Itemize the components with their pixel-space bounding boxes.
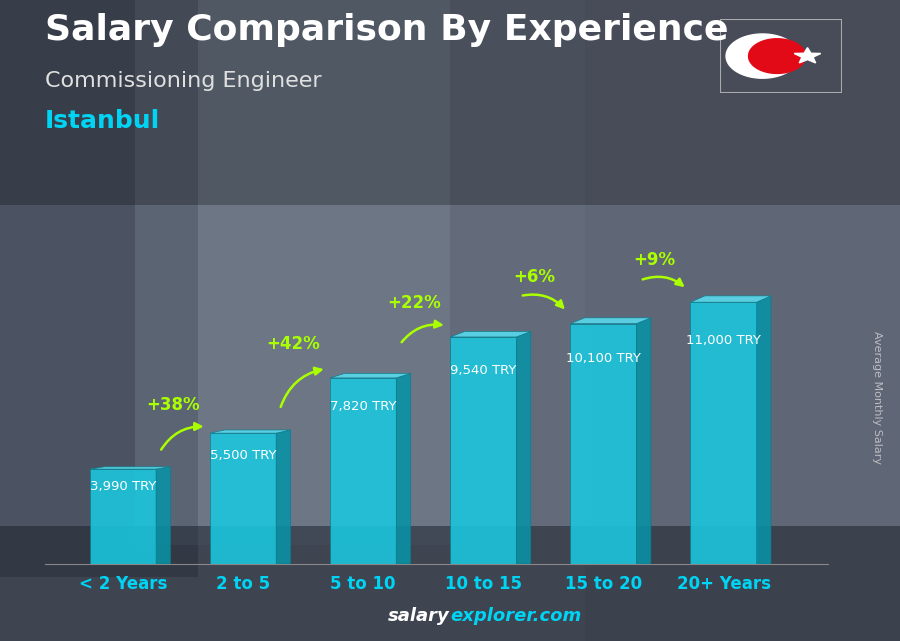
Bar xyxy=(0,0,900,205)
Polygon shape xyxy=(517,331,531,564)
Polygon shape xyxy=(690,296,771,302)
Bar xyxy=(585,0,900,641)
Polygon shape xyxy=(90,467,170,469)
Polygon shape xyxy=(749,38,806,74)
Polygon shape xyxy=(450,337,517,564)
Polygon shape xyxy=(690,302,757,564)
Text: 10,100 TRY: 10,100 TRY xyxy=(566,353,641,365)
Polygon shape xyxy=(571,324,636,564)
Polygon shape xyxy=(757,296,771,564)
Text: Commissioning Engineer: Commissioning Engineer xyxy=(45,71,321,90)
Text: 11,000 TRY: 11,000 TRY xyxy=(686,333,761,347)
Text: Istanbul: Istanbul xyxy=(45,109,160,133)
Polygon shape xyxy=(90,469,156,564)
Text: Average Monthly Salary: Average Monthly Salary xyxy=(872,331,883,464)
Polygon shape xyxy=(330,378,396,564)
Text: 7,820 TRY: 7,820 TRY xyxy=(330,400,397,413)
Text: 5,500 TRY: 5,500 TRY xyxy=(210,449,276,462)
Text: +38%: +38% xyxy=(147,395,201,413)
Text: 9,540 TRY: 9,540 TRY xyxy=(450,364,517,377)
Text: 3,990 TRY: 3,990 TRY xyxy=(90,481,157,494)
Text: +42%: +42% xyxy=(266,335,320,353)
Polygon shape xyxy=(330,374,410,378)
Bar xyxy=(135,0,450,545)
Polygon shape xyxy=(794,47,821,63)
Polygon shape xyxy=(396,374,410,564)
Text: +22%: +22% xyxy=(387,294,441,312)
Polygon shape xyxy=(210,430,291,433)
Text: +6%: +6% xyxy=(513,269,554,287)
Polygon shape xyxy=(726,34,799,78)
Text: explorer.com: explorer.com xyxy=(450,607,581,625)
Polygon shape xyxy=(636,318,651,564)
Bar xyxy=(0,526,900,641)
Polygon shape xyxy=(210,433,276,564)
Polygon shape xyxy=(276,430,291,564)
Bar xyxy=(0,0,198,577)
Text: +9%: +9% xyxy=(633,251,675,269)
Polygon shape xyxy=(156,467,170,564)
Polygon shape xyxy=(571,318,651,324)
Text: salary: salary xyxy=(388,607,450,625)
Polygon shape xyxy=(450,331,531,337)
Text: Salary Comparison By Experience: Salary Comparison By Experience xyxy=(45,13,728,47)
